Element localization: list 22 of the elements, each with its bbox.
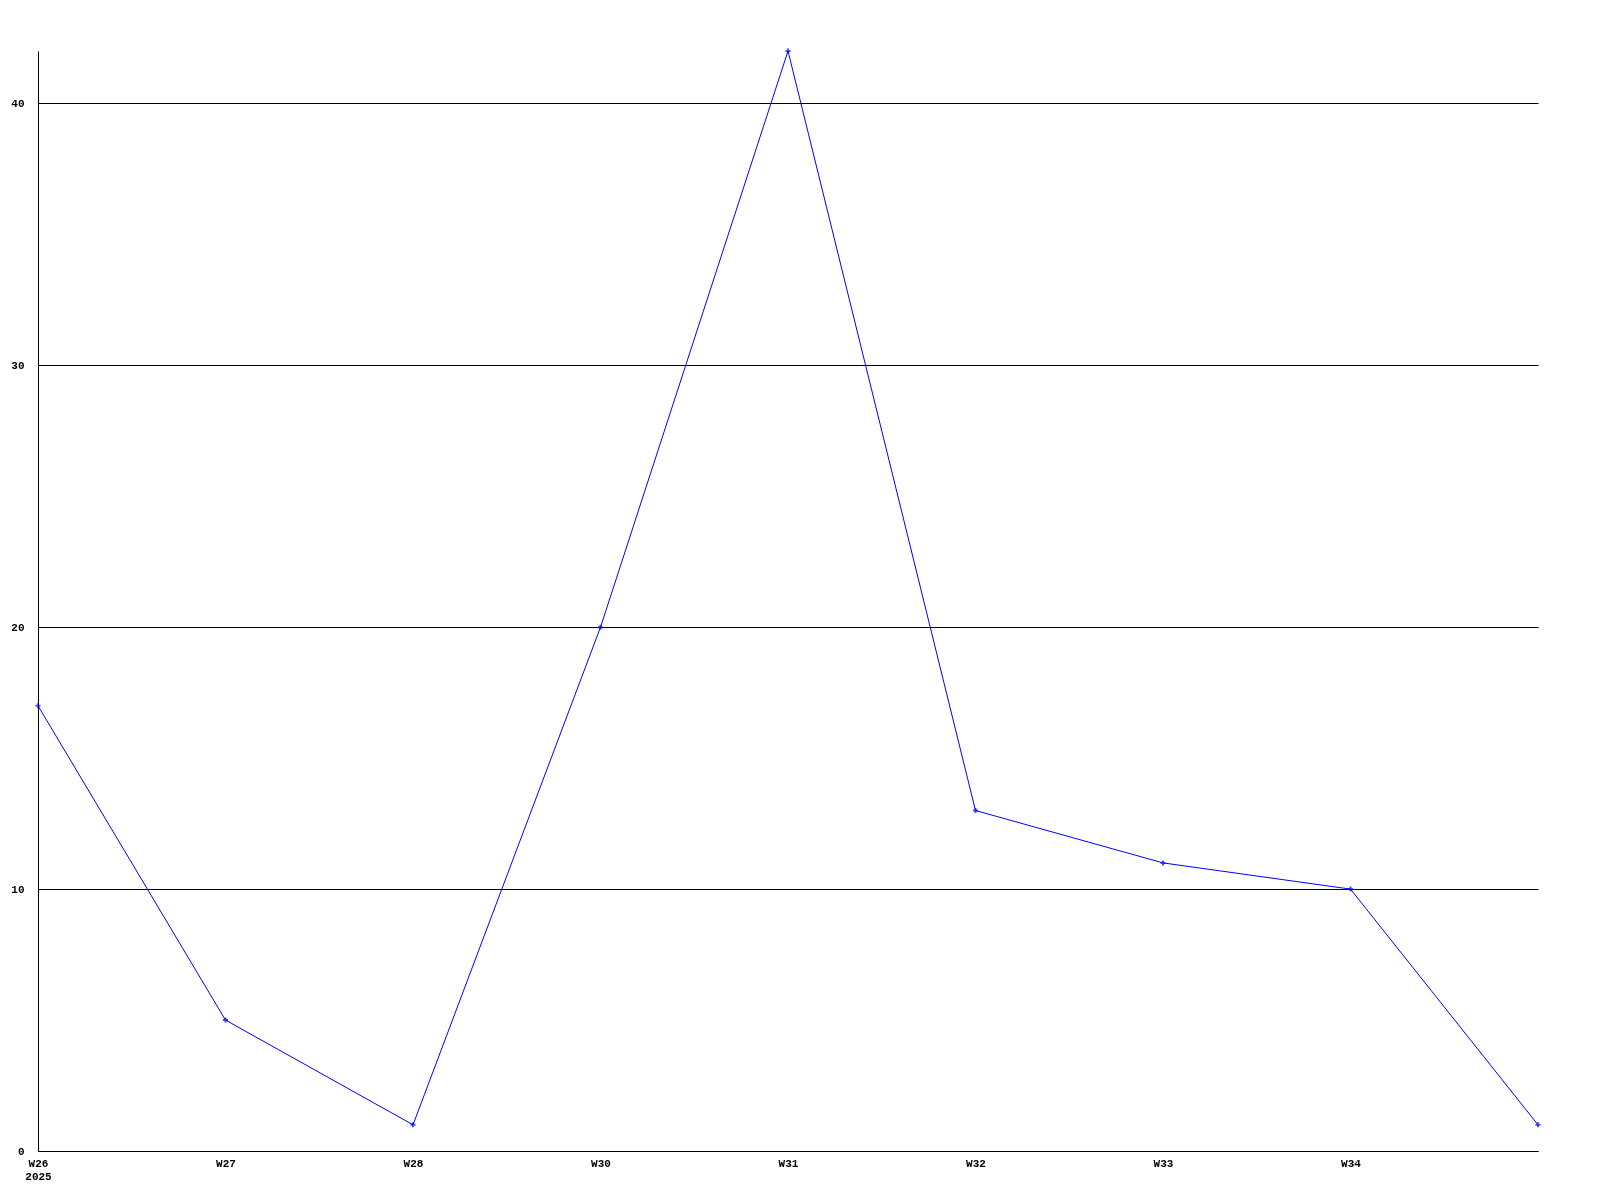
x-tick-label: W26 2025	[25, 1157, 53, 1183]
x-tick-label: W33	[1153, 1157, 1174, 1170]
x-tick-label: W27	[216, 1157, 236, 1170]
y-tick-label: 0	[17, 1145, 25, 1158]
point	[1160, 860, 1166, 866]
y-tick-label: 30	[11, 359, 25, 372]
point	[410, 1122, 416, 1128]
point	[973, 808, 978, 814]
point	[223, 1017, 228, 1023]
x-tick-label: W30	[591, 1157, 611, 1170]
point	[1348, 886, 1353, 892]
point	[35, 703, 41, 709]
point	[1535, 1122, 1541, 1128]
x-tick-label: W34	[1341, 1157, 1362, 1170]
x-tick-label: W32	[966, 1157, 986, 1170]
x-tick-label: W31	[778, 1157, 799, 1170]
point	[785, 48, 791, 54]
y-tick-label: 10	[11, 883, 25, 896]
y-tick-label: 40	[11, 97, 25, 110]
x-tick-label: W28	[403, 1157, 424, 1170]
y-tick-label: 20	[11, 621, 25, 634]
point	[598, 624, 603, 630]
